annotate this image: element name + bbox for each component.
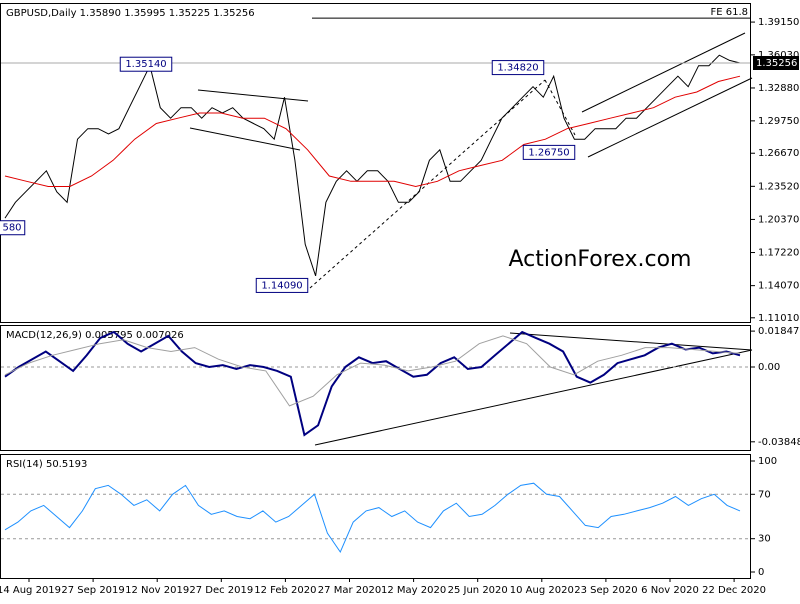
y-tick-label: 1.20370 xyxy=(758,214,799,225)
watermark: ActionForex.com xyxy=(509,247,692,272)
y-tick-label: 1.39150 xyxy=(758,17,799,28)
series-line xyxy=(4,335,741,407)
panel-title: MACD(12,26,9) 0.005795 0.007026 xyxy=(6,330,184,341)
x-tick-label: 27 Mar 2020 xyxy=(318,585,381,596)
macd-panel xyxy=(0,325,751,451)
annotation-label: 1.35140 xyxy=(125,59,166,70)
x-tick-label: 23 Sep 2020 xyxy=(574,585,637,596)
y-tick-label: 1.23520 xyxy=(758,181,799,192)
x-tick-label: 12 Feb 2020 xyxy=(254,585,316,596)
y-tick-label: 1.17220 xyxy=(758,248,799,259)
y-tick-label: 1.36030 xyxy=(758,50,799,61)
annotation-box xyxy=(491,60,545,76)
series-line xyxy=(4,482,741,554)
series-line xyxy=(4,330,741,437)
x-tick-label: 22 Dec 2020 xyxy=(702,585,766,596)
y-tick-label: 30 xyxy=(758,534,771,545)
annotation-box xyxy=(522,144,576,160)
last-price-box xyxy=(753,55,799,70)
y-tick-label: 1.11010 xyxy=(758,313,799,324)
x-tick-label: 12 May 2020 xyxy=(381,585,446,596)
x-tick-label: 27 Dec 2019 xyxy=(189,585,253,596)
y-tick-label: 0.00 xyxy=(758,362,780,373)
x-tick-label: 14 Aug 2019 xyxy=(0,585,61,596)
y-tick-label: 0 xyxy=(758,567,764,578)
x-tick-label: 25 Jun 2020 xyxy=(448,585,508,596)
y-tick-label: 1.26670 xyxy=(758,148,799,159)
x-tick-label: 27 Sep 2019 xyxy=(61,585,124,596)
annotation-label: 1.14090 xyxy=(261,280,302,291)
panel-title: RSI(14) 50.5193 xyxy=(6,459,87,470)
annotation-box xyxy=(0,220,26,236)
series-line xyxy=(4,54,741,277)
y-tick-label: 70 xyxy=(758,489,771,500)
series-line xyxy=(4,75,741,188)
y-tick-label: 1.32880 xyxy=(758,83,799,94)
x-tick-label: 10 Aug 2020 xyxy=(510,585,574,596)
x-tick-label: 6 Nov 2020 xyxy=(641,585,699,596)
annotation-label: 580 xyxy=(2,223,21,234)
annotation-box xyxy=(255,277,309,293)
last-price-label: 1.35256 xyxy=(756,58,797,69)
panel-title: GBPUSD,Daily 1.35890 1.35995 1.35225 1.3… xyxy=(6,8,255,19)
y-tick-label: 100 xyxy=(758,456,777,467)
price-panel xyxy=(0,3,751,323)
x-tick-label: 12 Nov 2019 xyxy=(125,585,189,596)
y-tick-label: 1.29750 xyxy=(758,116,799,127)
rsi-panel xyxy=(0,454,751,579)
y-tick-label: 0.018471 xyxy=(758,326,800,337)
y-tick-label: -0.038486 xyxy=(758,437,800,448)
y-tick-label: 1.14070 xyxy=(758,281,799,292)
annotation-label: 1.26750 xyxy=(528,147,569,158)
fe-label: FE 61.8 xyxy=(710,7,748,18)
annotation-label: 1.34820 xyxy=(497,63,538,74)
annotation-box xyxy=(119,56,173,72)
